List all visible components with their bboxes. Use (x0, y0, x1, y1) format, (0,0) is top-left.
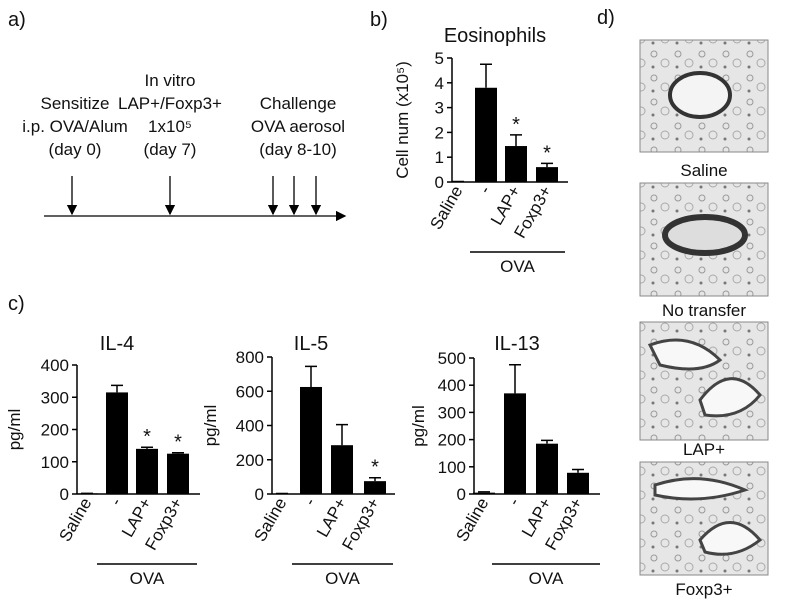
y-tick-label: 100 (41, 453, 69, 472)
y-tick-label: 0 (60, 485, 69, 504)
panel-label: a) (8, 9, 26, 31)
event-text: (day 7) (144, 140, 197, 159)
panel-label: d) (597, 7, 615, 29)
airway (653, 477, 750, 501)
y-tick-label: 600 (236, 382, 264, 401)
airway (698, 521, 763, 556)
y-tick-label: 400 (438, 376, 466, 395)
bar (536, 443, 558, 494)
panel-label: c) (8, 293, 25, 315)
panel-label: b) (370, 9, 388, 31)
airway (698, 377, 762, 418)
significance-mark: * (512, 114, 520, 136)
histology-label: Saline (680, 161, 727, 180)
y-tick-label: 200 (236, 451, 264, 470)
bar (364, 481, 386, 494)
error-bar (141, 446, 153, 449)
histology (639, 39, 769, 576)
airway (668, 71, 732, 119)
error-bar (541, 162, 553, 168)
error-bar (111, 384, 123, 393)
y-tick-label: 100 (438, 458, 466, 477)
histology-label: No transfer (662, 301, 746, 320)
bar (505, 146, 527, 182)
x-tick-label: Saline (426, 183, 466, 233)
group-label: OVA (529, 569, 564, 588)
bar (473, 492, 495, 494)
significance-mark: * (371, 457, 379, 479)
bar (300, 386, 322, 494)
bar (331, 445, 353, 494)
chart-title: IL-5 (294, 333, 328, 355)
error-bar (336, 423, 348, 446)
y-tick-label: 5 (435, 49, 444, 68)
y-tick-label: 0 (435, 173, 444, 192)
histology-image (639, 39, 769, 153)
y-tick-label: 800 (236, 348, 264, 367)
event-text: Sensitize (41, 94, 110, 113)
y-tick-label: 200 (41, 421, 69, 440)
y-tick-label: 400 (41, 356, 69, 375)
x-tick-label: - (504, 495, 523, 509)
chart-title: Eosinophils (444, 25, 546, 47)
event-text: 1x10⁵ (148, 117, 192, 136)
y-tick-label: 400 (236, 417, 264, 436)
y-axis-label: Cell num (x10⁵) (393, 61, 412, 179)
significance-mark: * (543, 142, 551, 164)
bar (106, 392, 128, 494)
chart-title: IL-4 (100, 333, 134, 355)
error-bar (509, 364, 521, 394)
error-bar (172, 451, 184, 454)
y-tick-label: 3 (435, 99, 444, 118)
event-text: OVA aerosol (251, 117, 345, 136)
x-tick-label: - (475, 183, 494, 197)
error-bar (510, 134, 522, 147)
x-tick-label: - (106, 495, 125, 509)
error-bar (369, 476, 381, 482)
event-text: LAP+/Foxp3+ (118, 94, 222, 113)
group-label: OVA (130, 569, 165, 588)
bar (167, 453, 189, 494)
y-tick-label: 2 (435, 123, 444, 142)
significance-mark: * (174, 432, 182, 454)
bar (504, 393, 526, 494)
y-tick-label: 200 (438, 431, 466, 450)
y-axis-label: pg/ml (5, 409, 24, 451)
airway (647, 338, 723, 371)
error-bar (305, 365, 317, 387)
bar (475, 87, 497, 182)
y-tick-label: 300 (438, 403, 466, 422)
y-tick-label: 0 (457, 485, 466, 504)
histology-label: Foxp3+ (675, 580, 732, 599)
error-bar (478, 491, 490, 493)
y-axis-label: pg/ml (409, 405, 428, 447)
y-tick-label: 4 (435, 74, 444, 93)
error-bar (480, 63, 492, 88)
event-text: In vitro (144, 71, 195, 90)
y-tick-label: 300 (41, 388, 69, 407)
bar (536, 167, 558, 182)
event-text: (day 8-10) (259, 140, 336, 159)
bar (136, 448, 158, 494)
error-bar (572, 468, 584, 473)
y-axis-label: pg/ml (201, 405, 220, 447)
error-bar (541, 439, 553, 444)
y-tick-label: 1 (435, 148, 444, 167)
bar (567, 472, 589, 494)
histology-label: LAP+ (683, 440, 725, 459)
group-label: OVA (325, 569, 360, 588)
timeline (44, 176, 347, 222)
chart-title: IL-13 (494, 333, 540, 355)
event-text: (day 0) (49, 140, 102, 159)
y-tick-label: 500 (438, 349, 466, 368)
group-label: OVA (500, 257, 535, 276)
significance-mark: * (143, 426, 151, 448)
y-tick-label: 0 (255, 485, 264, 504)
event-text: Challenge (260, 94, 337, 113)
event-text: i.p. OVA/Alum (22, 117, 128, 136)
airway (662, 214, 748, 256)
x-tick-label: - (300, 495, 319, 509)
histology-image (639, 321, 769, 441)
